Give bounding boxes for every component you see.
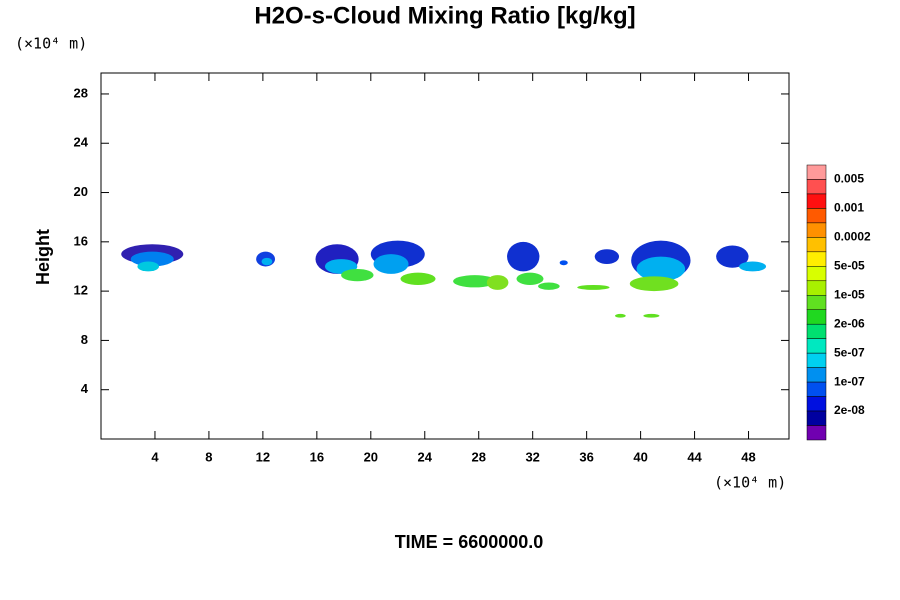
y-tick-label: 20: [74, 184, 88, 199]
colorbar-swatch: [806, 237, 827, 253]
colorbar-swatch: [806, 222, 827, 238]
colorbar-swatch: [806, 280, 827, 296]
colorbar-swatch: [806, 208, 827, 224]
x-tick-label: 36: [579, 449, 593, 464]
colorbar-swatch: [806, 425, 827, 441]
colorbar-swatch: [806, 295, 827, 310]
colorbar-swatch: [806, 193, 827, 209]
colorbar-label: 1e-07: [834, 374, 865, 388]
y-unit: (×10⁴ m): [15, 35, 87, 53]
time-label: TIME = 6600000.0: [395, 532, 544, 552]
cloud-patch: [559, 260, 568, 266]
x-tick-label: 40: [633, 449, 647, 464]
y-tick-label: 8: [81, 332, 88, 347]
colorbar-swatch: [806, 338, 827, 354]
cloud-patch: [137, 261, 160, 272]
colorbar-swatch: [806, 309, 827, 325]
cloud-patch: [507, 241, 540, 272]
x-tick-label: 20: [364, 449, 378, 464]
colorbar-label: 1e-05: [834, 287, 865, 301]
x-tick-label: 32: [525, 449, 539, 464]
cloud-patch: [739, 261, 767, 272]
cloud-patch: [643, 313, 660, 318]
colorbar-label: 0.001: [834, 201, 864, 215]
colorbar-swatch: [806, 164, 827, 180]
colorbar-swatch: [806, 410, 827, 426]
x-tick-label: 48: [741, 449, 755, 464]
field: [121, 240, 767, 318]
cloud-patch: [453, 275, 497, 288]
x-tick-label: 4: [151, 449, 159, 464]
cloud-patch: [400, 272, 436, 285]
x-tick-label: 28: [471, 449, 485, 464]
cloud-patch: [716, 245, 749, 268]
cloud-patch: [516, 272, 544, 285]
cloud-patch: [486, 275, 509, 290]
colorbar-label: 0.005: [834, 172, 864, 186]
cloud-patch: [577, 284, 610, 290]
x-tick-label: 16: [310, 449, 324, 464]
y-tick-label: 16: [74, 233, 88, 248]
cloud-patch: [341, 268, 374, 282]
colorbar-label: 0.0002: [834, 230, 871, 244]
chart-title: H2O-s-Cloud Mixing Ratio [kg/kg]: [254, 2, 635, 29]
colorbar-label: 2e-06: [834, 316, 865, 330]
colorbar-swatch: [806, 251, 827, 267]
y-tick-label: 12: [74, 283, 88, 298]
colorbar-label: 5e-07: [834, 345, 865, 359]
x-tick-label: 8: [205, 449, 212, 464]
cloud-patch: [373, 254, 409, 274]
cloud-patch: [614, 313, 626, 318]
cloud-patch: [636, 256, 686, 282]
colorbar-swatch: [806, 367, 827, 383]
y-tick-label: 4: [81, 381, 89, 396]
colorbar-swatch: [806, 381, 827, 397]
colorbar-swatch: [806, 266, 827, 282]
colorbar-label: 5e-05: [834, 258, 865, 272]
cloud-patch: [594, 249, 620, 265]
y-axis-label: Height: [33, 229, 53, 285]
x-tick-label: 24: [418, 449, 433, 464]
x-tick-label: 44: [687, 449, 702, 464]
plot-frame: [100, 72, 790, 440]
y-tick-label: 24: [74, 135, 89, 150]
cloud-patch: [261, 257, 273, 266]
y-tick-label: 28: [74, 85, 88, 100]
colorbar-swatch: [806, 179, 827, 195]
cloud-patch: [629, 276, 679, 292]
cloud-patch: [538, 282, 560, 290]
x-unit: (×10⁴ m): [714, 474, 786, 492]
colorbar-swatch: [806, 323, 827, 339]
x-tick-label: 12: [256, 449, 270, 464]
colorbar-label: 2e-08: [834, 403, 865, 417]
colorbar-swatch: [806, 352, 827, 368]
colorbar-swatch: [806, 396, 827, 412]
